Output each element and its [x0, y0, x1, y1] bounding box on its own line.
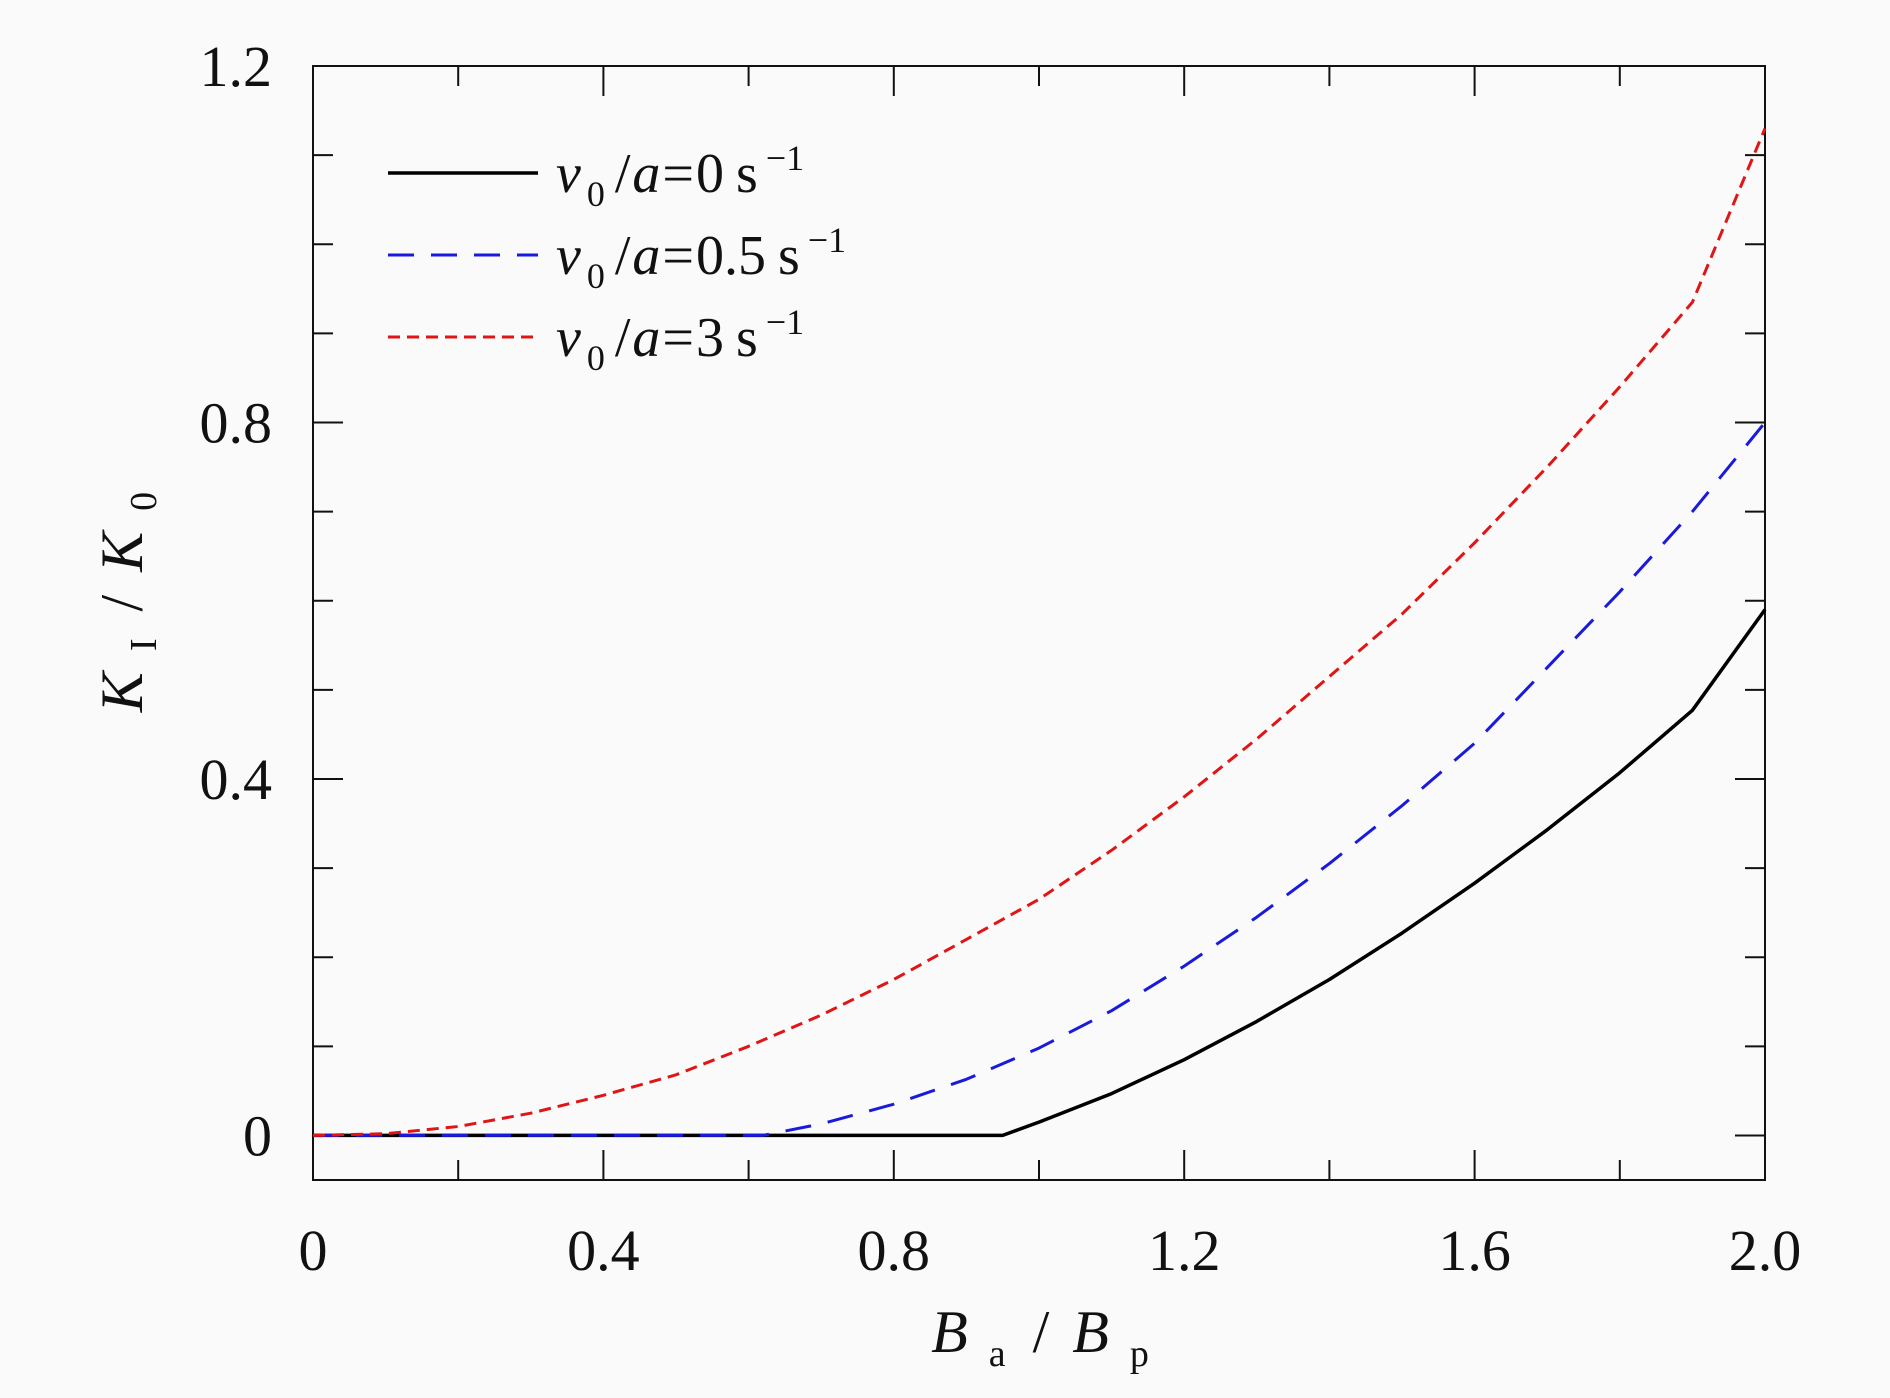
x-tick-label: 0.4: [567, 1218, 640, 1283]
x-tick-label: 1.2: [1148, 1218, 1221, 1283]
legend-label-part: /: [615, 225, 631, 287]
legend-label-0: v 0/a=0 s −1: [556, 138, 804, 214]
legend-label-part: v: [556, 225, 581, 287]
legend-label-part: v: [556, 143, 581, 205]
legend-label-part: 0: [587, 338, 605, 378]
legend-label-part: −1: [766, 302, 804, 342]
legend-label-part: s: [736, 143, 758, 205]
legend-label-part: =: [662, 143, 694, 205]
series-line-2: [312, 127, 1767, 1137]
x-tick-label: 0.8: [858, 1218, 931, 1283]
legend-label-part: s: [778, 225, 800, 287]
legend-label-part: 0.5: [696, 225, 766, 287]
tick-labels: 0 0.4 0.8 1.2 1.6 2.0 0 0.4 0.8 1.2: [200, 34, 1802, 1283]
legend-label-part: 0: [696, 143, 724, 205]
y-tick-label: 0: [243, 1103, 272, 1168]
legend-label-part: /: [615, 307, 631, 369]
series-line-1: [313, 421, 1767, 1137]
x-tick-label: 2.0: [1729, 1218, 1802, 1283]
y-tick-label: 0.4: [200, 747, 273, 812]
y-tick-label: 1.2: [200, 34, 273, 99]
legend-label-part: =: [662, 307, 694, 369]
legend-label-part: −1: [808, 220, 846, 260]
legend-label-2: v 0/a=3 s −1: [556, 302, 804, 378]
legend-label-part: =: [662, 225, 694, 287]
x-tick-label: 1.6: [1438, 1218, 1511, 1283]
x-axis-label: B a / B p: [931, 1299, 1149, 1379]
legend-label-part: /: [615, 143, 631, 205]
legend-label-part: a: [632, 225, 660, 287]
legend-label-part: s: [736, 307, 758, 369]
series-lines: [312, 127, 1767, 1138]
legend-label-part: 0: [587, 174, 605, 214]
x-tick-label: 0: [299, 1218, 328, 1283]
legend-label-part: 3: [696, 307, 724, 369]
axis-ticks: [312, 65, 1766, 1180]
legend-label-part: −1: [766, 138, 804, 178]
legend: v 0/a=0 s −1v 0/a=0.5 s −1v 0/a=3 s −1: [388, 138, 846, 378]
legend-label-1: v 0/a=0.5 s −1: [556, 220, 846, 296]
legend-label-part: 0: [587, 256, 605, 296]
legend-label-part: a: [632, 307, 660, 369]
legend-label-part: v: [556, 307, 581, 369]
legend-label-part: a: [632, 143, 660, 205]
y-axis-label: K I / K 0: [89, 492, 169, 713]
y-tick-label: 0.8: [200, 390, 273, 455]
